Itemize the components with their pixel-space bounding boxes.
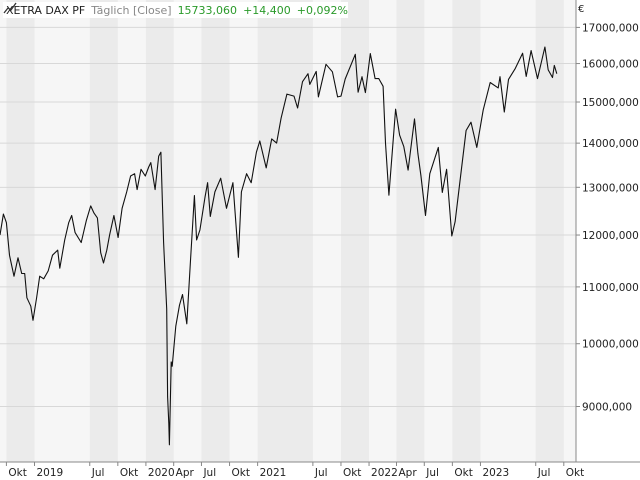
x-tick-label: Jul [314,467,328,479]
x-tick-label: Apr [176,467,195,479]
x-tick-label: Okt [566,467,584,479]
y-tick-label: 9000,000 [582,402,632,414]
quarter-band [535,0,564,462]
quarter-band [145,0,174,462]
y-tick-label: 14000,000 [582,138,639,150]
change-percent: +0,092% [296,3,348,17]
x-tick-label: 2022 [371,467,398,479]
chart-header: XETRA DAX PF Täglich [Close] 15733,060 +… [3,2,348,18]
y-tick-label: 10000,000 [582,339,639,351]
y-tick-label: 13000,000 [582,182,639,194]
x-tick-label: Okt [343,467,361,479]
quarter-band [396,0,425,462]
y-tick-label: 16000,000 [582,59,639,71]
x-tick-label: 2023 [482,467,509,479]
quarter-band [89,0,118,462]
y-tick-label: 12000,000 [582,230,639,242]
x-tick-label: Jul [425,467,439,479]
x-tick-label: Okt [120,467,138,479]
quarter-band [452,0,481,462]
line-chart-icon [3,2,17,14]
y-tick-label: 17000,000 [582,22,639,34]
x-tick-label: 2019 [36,467,63,479]
x-tick-label: Apr [399,467,418,479]
last-price: 15733,060 [177,3,238,17]
quarter-band [6,0,35,462]
x-tick-label: Okt [8,467,26,479]
y-tick-label: 15000,000 [582,97,639,109]
x-tick-label: Okt [454,467,472,479]
quarter-band [340,0,370,462]
instrument-name: XETRA DAX PF [6,3,86,17]
quarter-band [257,0,313,462]
currency-label: € [578,4,585,15]
x-tick-label: Okt [232,467,250,479]
x-tick-label: 2021 [260,467,287,479]
period-label: Täglich [Close] [91,3,172,17]
x-tick-label: Jul [202,467,216,479]
x-tick-label: 2020 [148,467,175,479]
x-tick-label: Jul [91,467,105,479]
quarter-band [201,0,230,462]
price-line-series[interactable] [0,46,558,446]
x-tick-label: Jul [537,467,551,479]
y-tick-label: 11000,000 [582,282,639,294]
change-absolute: +14,400 [243,3,291,17]
